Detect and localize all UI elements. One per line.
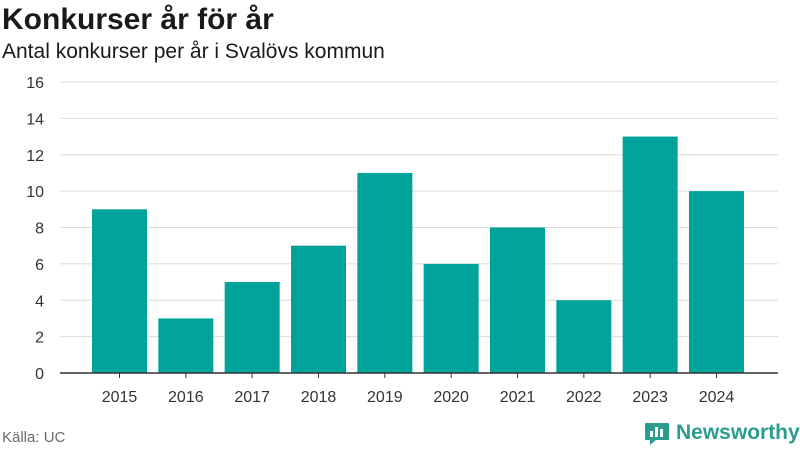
- y-axis-ticks: 0 2 4 6 8 10 12 14 16: [26, 75, 44, 383]
- bar-2022: [556, 300, 612, 373]
- source-note: Källa: UC: [2, 429, 66, 446]
- bar-2023: [622, 136, 678, 373]
- x-tick-label: 2018: [301, 389, 337, 406]
- bar-2017: [224, 282, 280, 373]
- chart-title: Konkurser år för år: [2, 3, 274, 36]
- x-tick-label: 2021: [500, 389, 536, 406]
- bar-2021: [490, 227, 545, 373]
- bar-2018: [291, 245, 346, 373]
- y-tick-label: 12: [26, 148, 44, 165]
- bar-2024: [689, 191, 744, 373]
- brand-name: Newsworthy: [676, 421, 800, 444]
- newsworthy-logo-icon: [645, 423, 669, 445]
- y-tick-label: 6: [35, 257, 44, 274]
- bar-2020: [423, 263, 479, 373]
- x-tick-label: 2019: [367, 389, 403, 406]
- x-tick-label: 2017: [234, 389, 270, 406]
- x-tick-label: 2016: [168, 389, 204, 406]
- brand-logo: Newsworthy: [644, 420, 800, 446]
- y-tick-label: 14: [26, 111, 44, 128]
- y-tick-label: 8: [35, 221, 44, 238]
- bar-2016: [158, 318, 214, 373]
- x-tick-label: 2020: [433, 389, 469, 406]
- bars: [92, 136, 744, 373]
- bar-2015: [92, 209, 147, 373]
- x-tick-label: 2022: [566, 389, 602, 406]
- x-tick-label: 2015: [102, 389, 138, 406]
- y-tick-label: 4: [35, 293, 44, 310]
- y-tick-label: 0: [35, 366, 44, 383]
- x-axis-ticks: 2015 2016 2017 2018 2019 2020 2021 2022 2023 2024: [102, 373, 735, 406]
- y-tick-label: 10: [26, 184, 44, 201]
- x-tick-label: 2024: [699, 389, 735, 406]
- x-tick-label: 2023: [632, 389, 668, 406]
- chart-subtitle: Antal konkurser per år i Svalövs kommun: [2, 40, 385, 63]
- bar-2019: [357, 172, 413, 373]
- y-tick-label: 2: [35, 330, 44, 347]
- y-tick-label: 16: [26, 75, 44, 92]
